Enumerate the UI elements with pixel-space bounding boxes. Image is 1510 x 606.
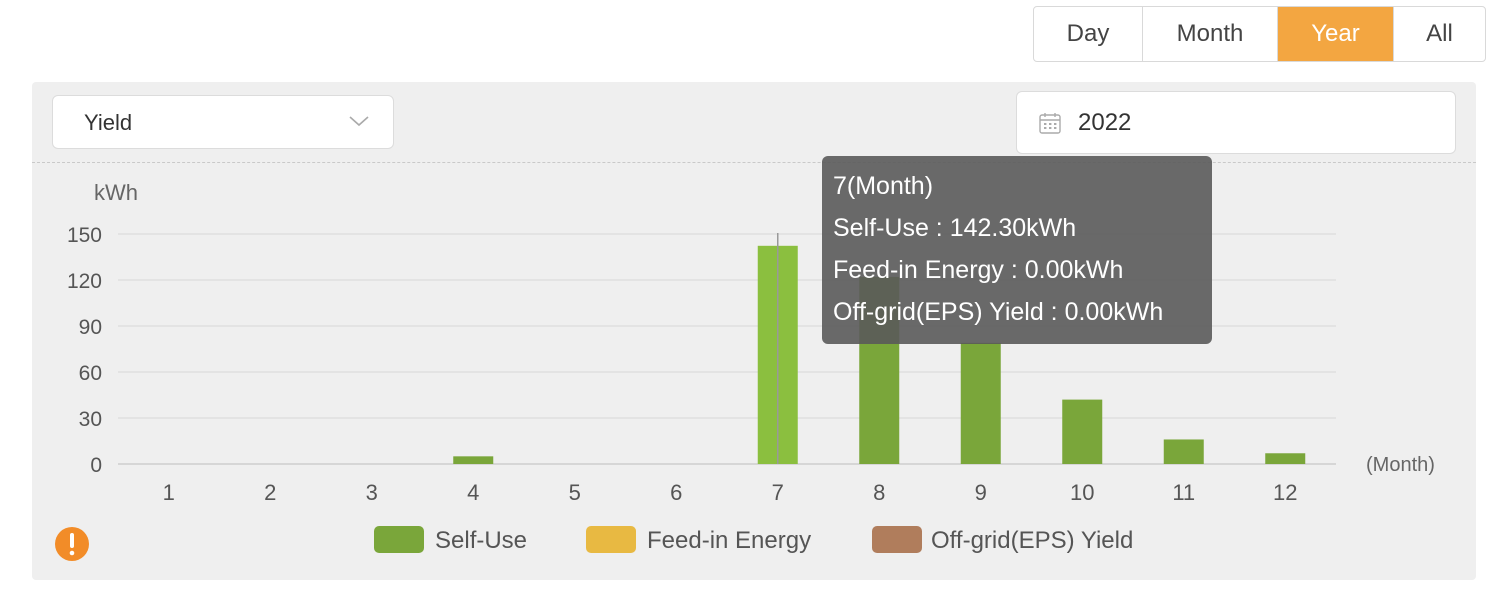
legend-label-self-use: Self-Use <box>435 527 527 554</box>
x-axis-label: (Month) <box>1366 454 1435 476</box>
x-tick-label: 3 <box>366 480 378 505</box>
tab-day[interactable]: Day <box>1034 7 1143 61</box>
x-tick-label: 6 <box>670 480 682 505</box>
y-tick-label: 60 <box>79 362 102 385</box>
y-axis-label: kWh <box>94 180 138 205</box>
legend-item-self-use[interactable]: Self-Use <box>374 526 527 554</box>
bar-self-use[interactable] <box>1163 439 1204 464</box>
y-tick-label: 30 <box>79 408 102 431</box>
x-tick-label: 7 <box>772 480 784 505</box>
legend-label-feed-in: Feed-in Energy <box>647 527 811 554</box>
x-tick-label: 2 <box>264 480 276 505</box>
exclamation-icon[interactable] <box>54 526 90 562</box>
tooltip-off-grid: Off-grid(EPS) Yield : 0.00kWh <box>833 298 1164 326</box>
x-tick-label: 9 <box>975 480 987 505</box>
x-tick-label: 4 <box>467 480 479 505</box>
date-picker[interactable]: 2022 <box>1016 91 1456 154</box>
tooltip-title: 7(Month) <box>833 172 934 200</box>
chevron-down-icon <box>349 116 369 127</box>
bar-self-use[interactable] <box>1062 399 1103 464</box>
bar-self-use[interactable] <box>1265 453 1306 464</box>
x-tick-label: 1 <box>163 480 175 505</box>
calendar-icon <box>1039 113 1061 134</box>
tab-year[interactable]: Year <box>1278 7 1394 61</box>
chart-panel: Yield 2022 0 30 60 90 120 150 1 2 3 4 5 6 7 8 9 10 11 12… <box>32 82 1476 580</box>
x-tick-label: 12 <box>1273 480 1297 505</box>
date-value: 2022 <box>1078 109 1132 136</box>
y-tick-label: 120 <box>67 270 102 293</box>
legend-swatch-feed-in <box>586 526 636 553</box>
x-tick-label: 10 <box>1070 480 1094 505</box>
y-tick-label: 0 <box>90 454 102 477</box>
x-tick-label: 5 <box>569 480 581 505</box>
legend-item-feed-in[interactable]: Feed-in Energy <box>586 526 811 554</box>
bar-self-use[interactable] <box>960 342 1001 464</box>
legend-swatch-self-use <box>374 526 424 553</box>
legend: Self-Use Feed-in Energy Off-grid(EPS) Yi… <box>374 526 1133 554</box>
tab-month[interactable]: Month <box>1143 7 1278 61</box>
x-tick-label: 8 <box>873 480 885 505</box>
header-divider <box>32 162 1476 163</box>
y-tick-label: 150 <box>67 224 102 247</box>
legend-swatch-off-grid <box>872 526 922 553</box>
tab-all[interactable]: All <box>1426 20 1453 47</box>
tooltip-self-use: Self-Use : 142.30kWh <box>833 214 1077 242</box>
tooltip-feed-in: Feed-in Energy : 0.00kWh <box>833 256 1124 284</box>
x-tick-label: 11 <box>1172 480 1195 505</box>
y-tick-label: 90 <box>79 316 102 339</box>
period-tabs: Day Month Year All <box>1033 6 1486 62</box>
legend-label-off-grid: Off-grid(EPS) Yield <box>931 527 1133 554</box>
metric-select[interactable]: Yield <box>52 95 394 149</box>
chart-tooltip: 7(Month) Self-Use : 142.30kWh Feed-in En… <box>822 156 1212 344</box>
metric-select-value: Yield <box>84 110 133 135</box>
bar-self-use[interactable] <box>453 456 494 464</box>
legend-item-off-grid[interactable]: Off-grid(EPS) Yield <box>872 526 1133 554</box>
